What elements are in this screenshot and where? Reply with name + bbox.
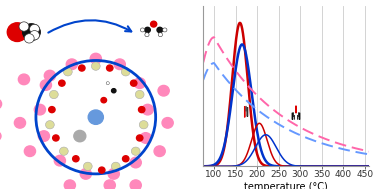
Circle shape — [145, 27, 150, 33]
Circle shape — [139, 121, 148, 129]
Circle shape — [80, 169, 91, 179]
Circle shape — [114, 59, 125, 70]
Circle shape — [112, 89, 116, 93]
Circle shape — [0, 131, 1, 141]
Circle shape — [24, 146, 35, 156]
Circle shape — [59, 147, 68, 155]
Circle shape — [50, 90, 58, 99]
X-axis label: temperature (°C): temperature (°C) — [244, 182, 328, 189]
Circle shape — [131, 147, 140, 155]
Circle shape — [91, 62, 100, 70]
Circle shape — [29, 24, 40, 34]
Circle shape — [90, 53, 101, 64]
Circle shape — [154, 146, 165, 156]
Circle shape — [49, 107, 55, 113]
Circle shape — [130, 180, 141, 189]
Circle shape — [140, 28, 145, 32]
Circle shape — [66, 59, 78, 70]
Circle shape — [130, 157, 141, 168]
Circle shape — [157, 27, 163, 33]
Circle shape — [101, 98, 107, 103]
Circle shape — [98, 167, 105, 173]
Circle shape — [18, 74, 29, 85]
Circle shape — [63, 68, 72, 76]
Circle shape — [38, 131, 50, 141]
Circle shape — [138, 107, 145, 113]
Circle shape — [19, 22, 29, 31]
Circle shape — [145, 33, 149, 37]
Circle shape — [23, 24, 40, 40]
Circle shape — [142, 104, 153, 115]
Circle shape — [162, 118, 173, 128]
Circle shape — [163, 28, 167, 32]
Circle shape — [29, 31, 40, 40]
Circle shape — [53, 135, 59, 141]
Circle shape — [151, 21, 157, 27]
Circle shape — [122, 156, 129, 162]
Circle shape — [59, 80, 65, 86]
Circle shape — [24, 34, 34, 43]
Circle shape — [131, 80, 137, 86]
Circle shape — [112, 162, 120, 170]
Circle shape — [7, 23, 27, 42]
Circle shape — [158, 33, 163, 37]
Circle shape — [34, 104, 46, 115]
Circle shape — [64, 180, 75, 189]
Circle shape — [134, 78, 145, 88]
Circle shape — [0, 99, 1, 109]
Circle shape — [46, 121, 54, 129]
Circle shape — [108, 169, 119, 179]
Circle shape — [137, 135, 143, 141]
Circle shape — [104, 180, 115, 189]
Circle shape — [140, 133, 151, 143]
Circle shape — [106, 82, 109, 85]
Circle shape — [44, 70, 56, 81]
Circle shape — [73, 156, 79, 162]
Circle shape — [84, 162, 92, 170]
Circle shape — [135, 90, 144, 99]
Circle shape — [158, 85, 169, 96]
Circle shape — [107, 65, 113, 71]
Circle shape — [79, 65, 85, 71]
Circle shape — [54, 155, 65, 166]
Circle shape — [121, 68, 130, 76]
Circle shape — [88, 110, 103, 124]
Circle shape — [15, 118, 25, 128]
FancyArrowPatch shape — [48, 20, 131, 33]
Circle shape — [74, 130, 86, 142]
Circle shape — [40, 80, 51, 90]
